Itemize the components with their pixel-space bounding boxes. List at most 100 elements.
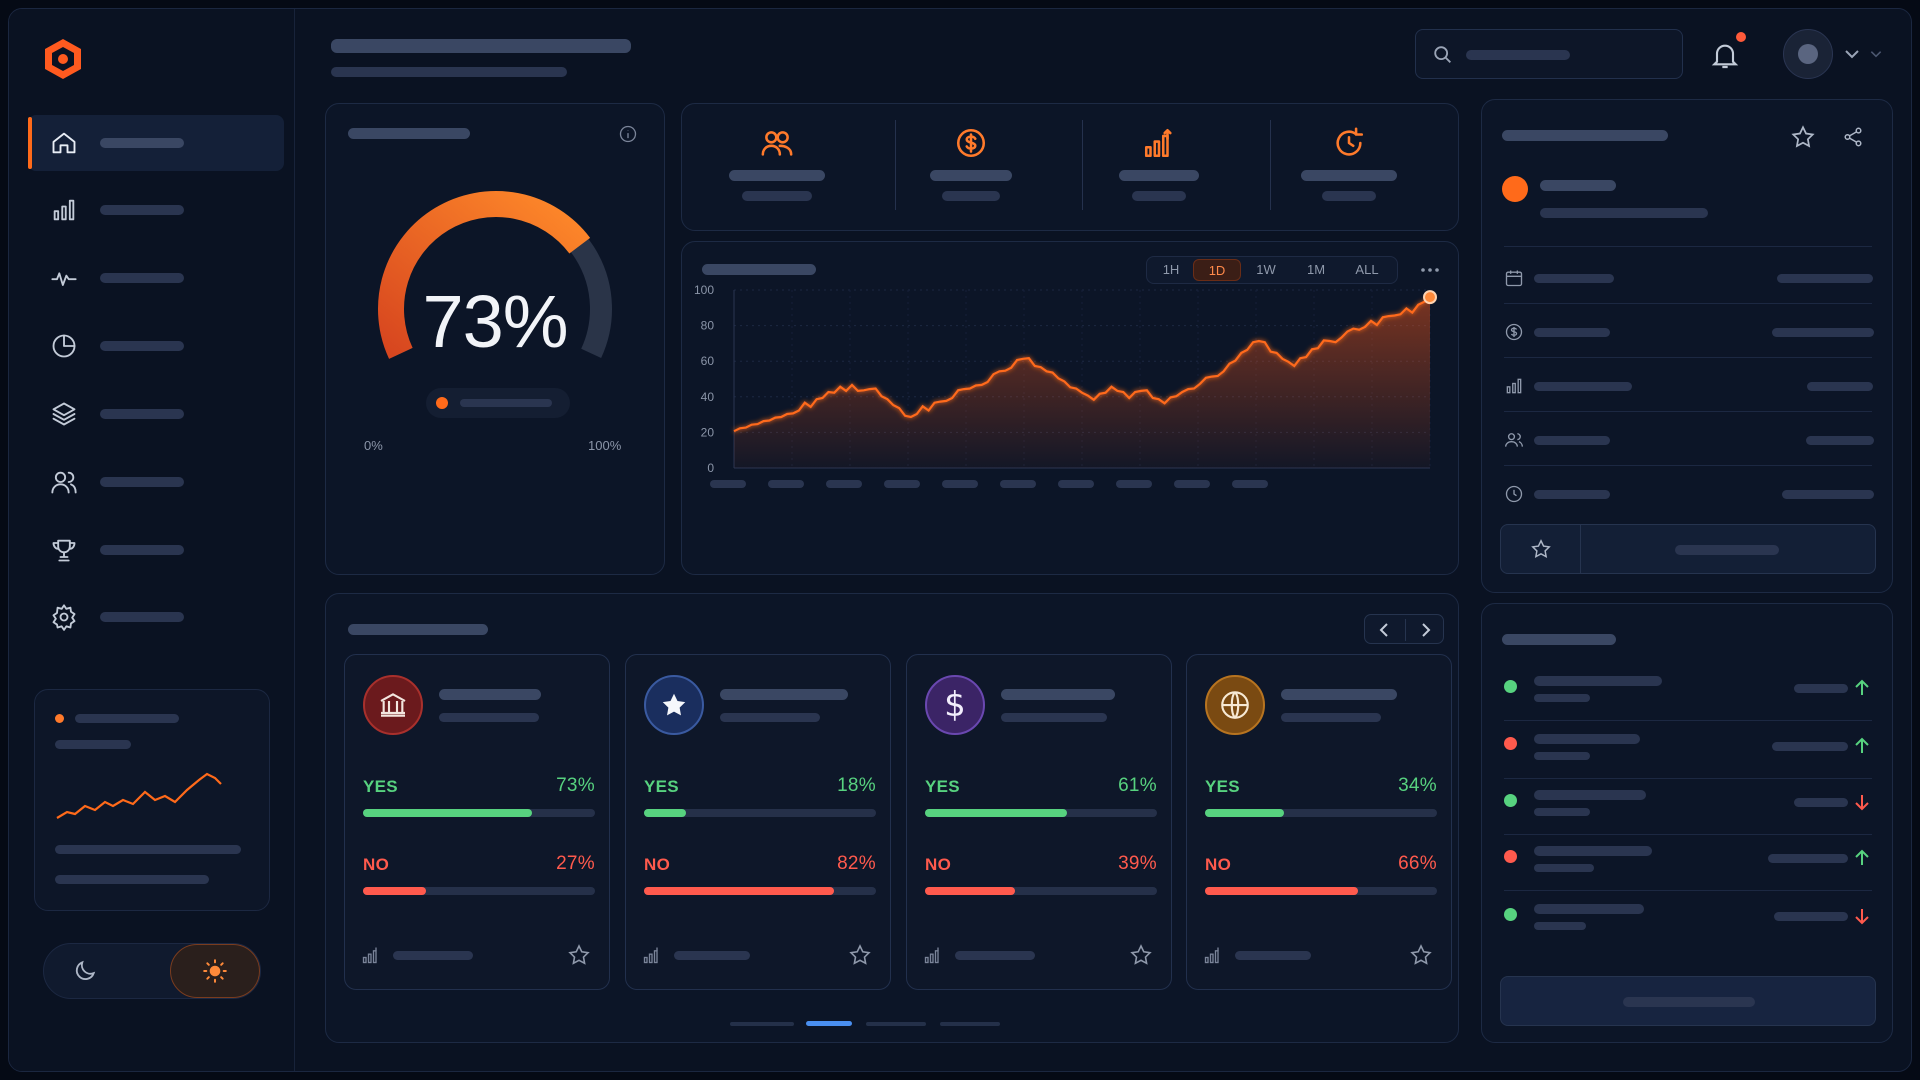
no-bar-fill: [644, 887, 835, 895]
gauge-max-label: 100%: [588, 438, 622, 453]
range-1h[interactable]: 1H: [1162, 262, 1180, 277]
stat-label: [1119, 170, 1199, 181]
search-input[interactable]: [1415, 29, 1683, 79]
y-tick-label: 60: [701, 354, 715, 368]
proposal-title: [1281, 689, 1397, 700]
proposal-card[interactable]: YES 73% NO 27%: [344, 654, 610, 990]
activity-value: [1768, 854, 1848, 863]
stat-value: [1132, 191, 1186, 201]
pagination-dot-active[interactable]: [806, 1021, 852, 1026]
proposal-card[interactable]: YES 18% NO 82%: [625, 654, 891, 990]
range-1w[interactable]: 1W: [1256, 262, 1276, 277]
detail-row-label: [1534, 490, 1610, 499]
bell-icon[interactable]: [1709, 39, 1741, 71]
pagination-dot[interactable]: [940, 1022, 1000, 1026]
stat-value: [742, 191, 812, 201]
sidebar-item-rewards[interactable]: [28, 522, 284, 578]
no-label: NO: [644, 855, 671, 874]
bar-chart-up-icon: [643, 947, 658, 964]
no-bar: [925, 887, 1157, 895]
range-1d[interactable]: 1D: [1193, 259, 1241, 281]
avatar[interactable]: [1783, 29, 1833, 79]
bar-chart-up-icon: [924, 947, 939, 964]
yes-bar: [363, 809, 595, 817]
favorite-button[interactable]: [1501, 525, 1581, 573]
stat-item[interactable]: [682, 104, 872, 224]
proposal-card[interactable]: YES 34% NO 66%: [1186, 654, 1452, 990]
star-icon[interactable]: [848, 943, 872, 967]
divider: [1504, 411, 1872, 412]
bar-chart-icon: [1506, 378, 1522, 394]
share-icon[interactable]: [1842, 126, 1864, 148]
yes-percent: 18%: [837, 775, 876, 796]
sidebar-item-reports[interactable]: [28, 318, 284, 374]
pagination-dot[interactable]: [730, 1022, 794, 1026]
moon-icon[interactable]: [72, 958, 98, 984]
detail-card: [1481, 99, 1893, 593]
proposal-subtitle: [439, 713, 539, 722]
chart-card: 1H 1D 1W 1M ALL 100 80 60 40 20 0: [681, 241, 1459, 575]
gauge-legend-pill: [426, 388, 570, 418]
proposal-subtitle: [1001, 713, 1107, 722]
range-1m[interactable]: 1M: [1306, 262, 1326, 277]
watchlist-button[interactable]: [1500, 524, 1876, 574]
y-tick-label: 80: [701, 319, 715, 333]
more-icon[interactable]: [1418, 262, 1442, 278]
activity-label: [1534, 790, 1646, 800]
yes-percent: 34%: [1398, 775, 1437, 796]
x-tick-placeholder: [1116, 480, 1152, 488]
no-label: NO: [363, 855, 390, 874]
chevron-left-icon[interactable]: [1377, 621, 1393, 639]
proposals-card: YES 73% NO 27% YES 18% NO 82%: [325, 593, 1459, 1043]
x-tick-placeholder: [710, 480, 746, 488]
star-icon[interactable]: [1409, 943, 1433, 967]
activity-card: [1481, 603, 1893, 1043]
sidebar-item-home[interactable]: [28, 115, 284, 171]
no-bar-fill: [925, 887, 1016, 895]
chevron-down-icon[interactable]: [1843, 47, 1861, 61]
stat-item[interactable]: [1254, 104, 1444, 224]
pagination-dot[interactable]: [866, 1022, 926, 1026]
activity-icon: [51, 272, 77, 286]
activity-value: [1794, 684, 1848, 693]
chart-title: [702, 264, 816, 275]
star-icon[interactable]: [1129, 943, 1153, 967]
divider: [1504, 303, 1872, 304]
sidebar-summary-card[interactable]: [34, 689, 270, 911]
activity-value: [1772, 742, 1848, 751]
range-all[interactable]: ALL: [1355, 262, 1379, 277]
logo-icon[interactable]: [41, 37, 85, 81]
star-icon[interactable]: [1790, 124, 1816, 150]
legend-label: [460, 399, 552, 407]
x-tick-placeholder: [1174, 480, 1210, 488]
sidebar-item-analytics[interactable]: [28, 182, 284, 238]
yes-label: YES: [1205, 777, 1240, 796]
stat-item[interactable]: [1064, 104, 1254, 224]
bar-chart-icon: [53, 199, 75, 221]
proposal-title: [1001, 689, 1115, 700]
theme-toggle[interactable]: [43, 943, 261, 999]
detail-row-label: [1534, 382, 1632, 391]
sidebar-item-layers[interactable]: [28, 386, 284, 442]
sidebar-item-activity[interactable]: [28, 250, 284, 306]
summary-title: [75, 714, 179, 723]
sidebar-item-users[interactable]: [28, 454, 284, 510]
stat-item[interactable]: [876, 104, 1066, 224]
chevron-right-icon[interactable]: [1417, 621, 1433, 639]
proposal-title: [720, 689, 848, 700]
x-tick-placeholder: [942, 480, 978, 488]
arrow-up-icon: [1855, 679, 1869, 695]
proposal-card[interactable]: $ YES 61% NO 39%: [906, 654, 1172, 990]
light-mode-button[interactable]: [170, 944, 260, 998]
star-icon[interactable]: [567, 943, 591, 967]
sidebar-item-settings[interactable]: [28, 589, 284, 645]
last-point-marker[interactable]: [1423, 290, 1437, 305]
summary-line: [55, 875, 209, 884]
activity-sub: [1534, 694, 1590, 702]
y-tick-label: 0: [707, 461, 714, 475]
info-icon[interactable]: [618, 124, 638, 144]
activity-title: [1502, 634, 1616, 645]
no-bar: [363, 887, 595, 895]
view-all-button[interactable]: [1500, 976, 1876, 1026]
dollar-circle-icon: [956, 128, 986, 158]
